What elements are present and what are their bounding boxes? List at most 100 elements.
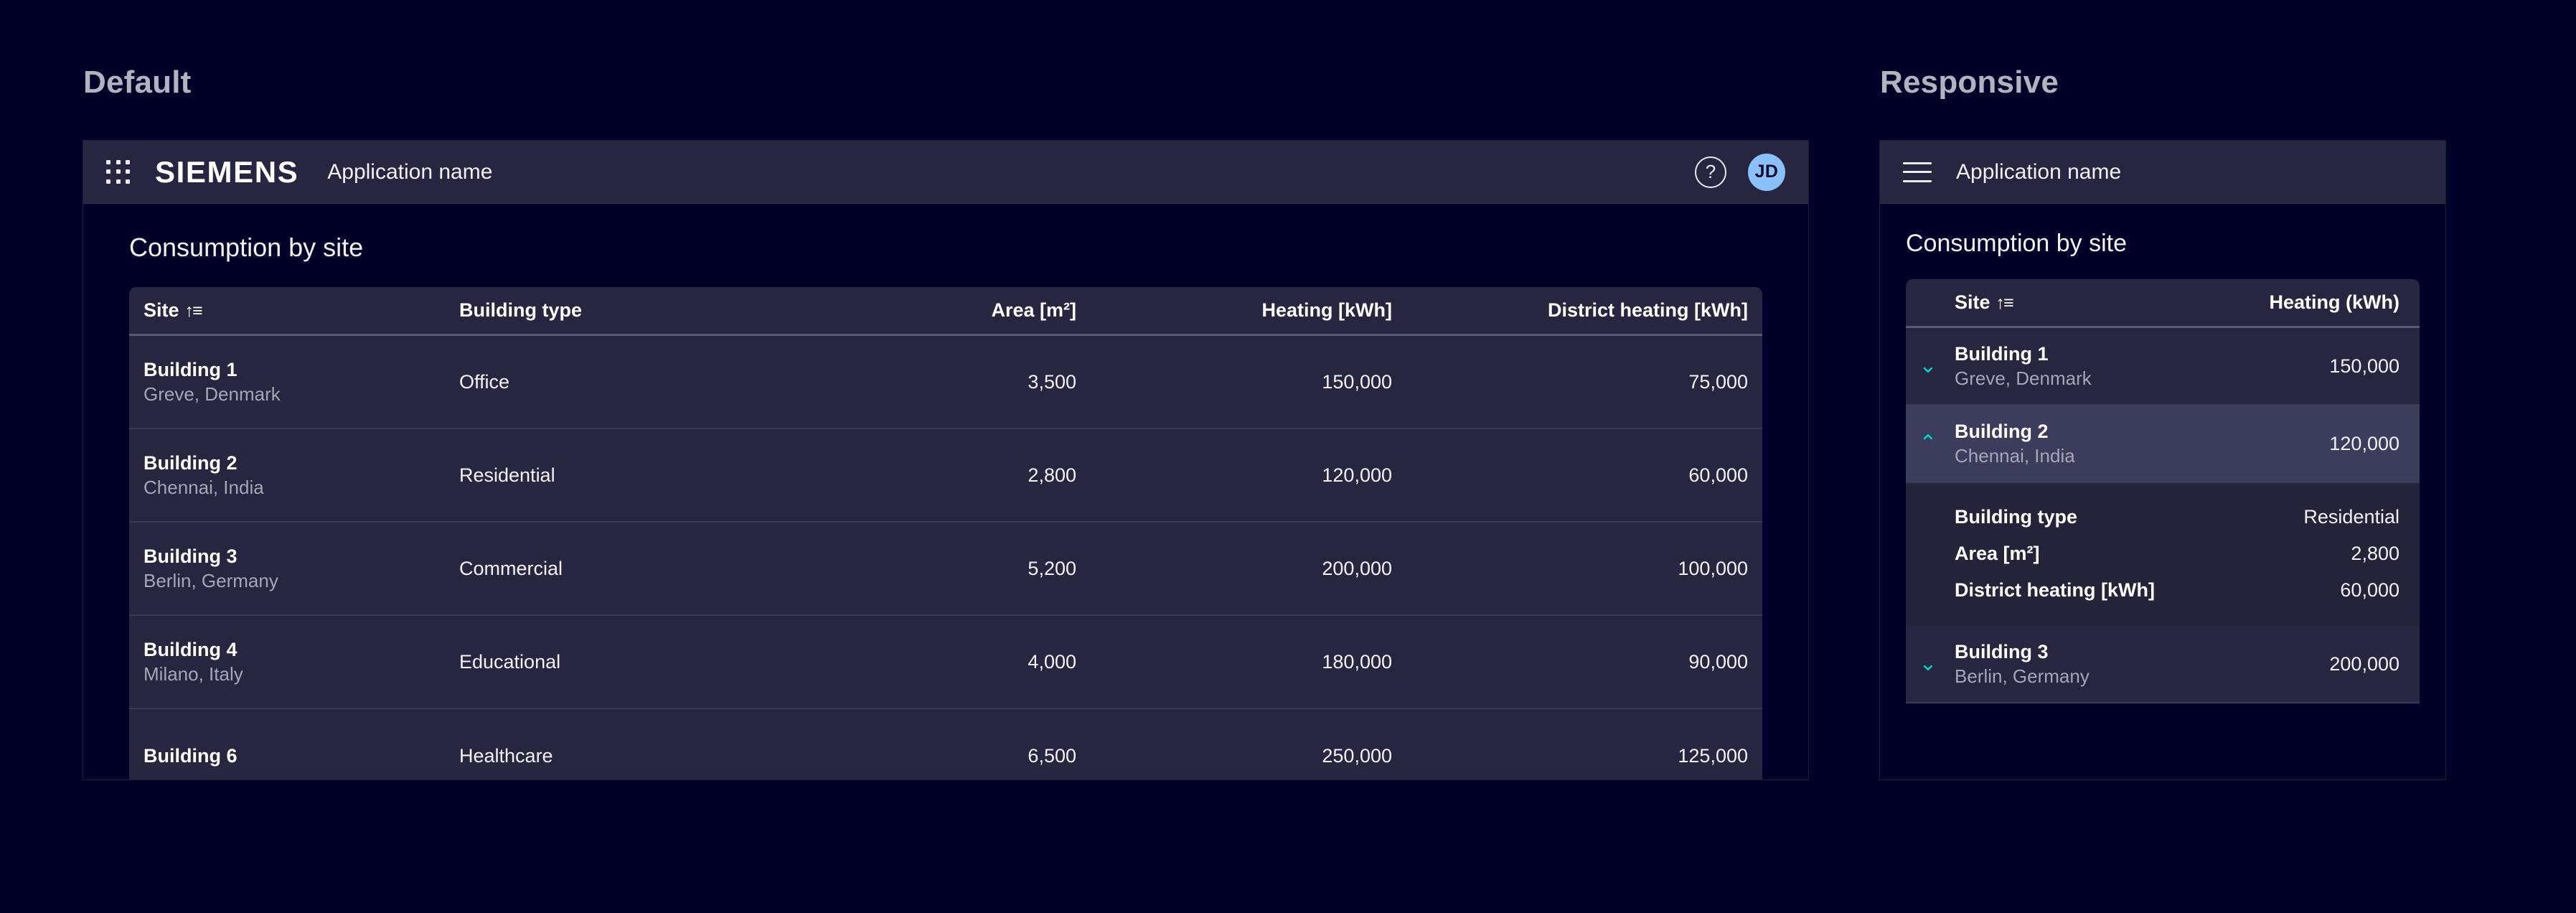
list-item[interactable]: ⌄ Building 1 Greve, Denmark 150,000 (1906, 328, 2420, 406)
cell-district-heating: 100,000 (1678, 557, 1748, 579)
site-location: Milano, Italy (144, 662, 243, 685)
chevron-down-icon[interactable]: ⌄ (1919, 652, 1937, 675)
default-page-body: Consumption by site Site ↑≡ Building type… (83, 204, 1808, 779)
site-name: Building 2 (144, 452, 238, 474)
cell-building-type: Educational (459, 650, 561, 673)
siemens-logo: SIEMENS (155, 154, 299, 189)
table-row[interactable]: Building 3 Berlin, Germany Commercial 5,… (129, 523, 1762, 616)
cell-heating: 120,000 (2329, 432, 2399, 454)
app-header-right: ? JD (1695, 153, 1785, 191)
cell-heating: 200,000 (1322, 557, 1392, 579)
section-caption-responsive: Responsive (1880, 65, 2059, 100)
cell-site: Building 3 Berlin, Germany (129, 544, 445, 593)
cell-site: Building 3 Berlin, Germany (1950, 640, 2211, 688)
site-name: Building 4 (144, 639, 238, 661)
site-name: Building 2 (1955, 421, 2049, 443)
chevron-down-icon[interactable]: ⌄ (1919, 354, 1937, 378)
column-header-area[interactable]: Area [m²] (991, 299, 1076, 321)
consumption-table: Site ↑≡ Building type Area [m²] Heating [… (129, 287, 1762, 779)
cell-building-type: Commercial (459, 557, 563, 579)
grid-apps-icon[interactable] (106, 159, 131, 184)
cell-area: 3,500 (1028, 370, 1076, 393)
page-title: Consumption by site (1906, 230, 2128, 257)
table-row[interactable]: Building 1 Greve, Denmark Office 3,500 1… (129, 336, 1762, 429)
detail-value: 60,000 (2340, 579, 2399, 601)
cell-area: 4,000 (1028, 650, 1076, 673)
table-header-row: Site ↑≡ Building type Area [m²] Heating [… (129, 287, 1762, 336)
list-item-expanded[interactable]: ⌃ Building 2 Chennai, India 120,000 (1906, 406, 2420, 483)
cell-heating: 200,000 (2329, 652, 2399, 675)
site-location: Berlin, Germany (144, 569, 278, 591)
row-detail-panel: Building type Residential Area [m²] 2,80… (1906, 483, 2420, 626)
column-header-site[interactable]: Site ↑≡ (1906, 291, 2211, 314)
detail-row: Building type Residential (1906, 499, 2420, 535)
cell-area: 2,800 (1028, 464, 1076, 486)
app-header-bar: SIEMENS Application name ? JD (83, 141, 1808, 204)
site-location: Greve, Denmark (1955, 367, 2092, 389)
cell-heating: 120,000 (1322, 464, 1392, 486)
cell-site: Building 4 Milano, Italy (129, 637, 445, 686)
site-location: Chennai, India (144, 476, 264, 498)
detail-label: District heating [kWh] (1955, 579, 2156, 601)
site-name: Building 3 (1955, 641, 2049, 663)
column-header-site-label: Site (144, 299, 179, 321)
table-row[interactable]: Building 6 Healthcare 6,500 250,000 125,… (129, 709, 1762, 779)
column-header-heating[interactable]: Heating [kWh] (1261, 299, 1393, 321)
site-location: Berlin, Germany (1955, 665, 2090, 687)
detail-value: 2,800 (2351, 543, 2399, 564)
cell-site: Building 6 (129, 744, 445, 769)
app-header-left: SIEMENS Application name (106, 155, 492, 189)
table-row[interactable]: Building 4 Milano, Italy Educational 4,0… (129, 616, 1762, 709)
cell-building-type: Healthcare (459, 744, 553, 767)
chevron-up-icon[interactable]: ⌃ (1919, 431, 1937, 455)
site-name: Building 1 (1955, 343, 2049, 365)
user-avatar[interactable]: JD (1748, 153, 1785, 191)
cell-building-type: Residential (459, 464, 555, 486)
cell-area: 5,200 (1028, 557, 1076, 579)
cell-site: Building 1 Greve, Denmark (1950, 342, 2211, 390)
detail-label: Area [m²] (1955, 543, 2040, 564)
application-name-label: Application name (1956, 159, 2122, 184)
cell-district-heating: 125,000 (1678, 744, 1748, 767)
cell-heating: 150,000 (2329, 355, 2399, 377)
section-caption-default: Default (83, 65, 192, 100)
cell-heating: 150,000 (1322, 370, 1392, 393)
detail-row: Area [m²] 2,800 (1906, 535, 2420, 572)
help-icon[interactable]: ? (1695, 156, 1726, 188)
detail-label: Building type (1955, 506, 2077, 528)
cell-heating: 180,000 (1322, 650, 1392, 673)
column-header-building-type[interactable]: Building type (459, 299, 582, 321)
sort-ascending-icon: ↑≡ (184, 301, 203, 321)
cell-district-heating: 75,000 (1688, 370, 1748, 393)
consumption-table-responsive: Site ↑≡ Heating (kWh) ⌄ Building 1 Greve,… (1906, 279, 2420, 703)
responsive-app-window: Application name Consumption by site Sit… (1880, 141, 2445, 779)
hamburger-menu-icon[interactable] (1903, 161, 1932, 182)
column-header-site-label: Site (1955, 291, 1990, 313)
page-title: Consumption by site (129, 233, 364, 262)
site-location: Chennai, India (1955, 444, 2075, 467)
column-header-heating[interactable]: Heating (kWh) (2269, 291, 2400, 313)
table-row[interactable]: Building 2 Chennai, India Residential 2,… (129, 429, 1762, 523)
detail-row: District heating [kWh] 60,000 (1906, 572, 2420, 609)
cell-district-heating: 60,000 (1688, 464, 1748, 486)
list-item[interactable]: ⌄ Building 3 Berlin, Germany 200,000 (1906, 626, 2420, 703)
cell-site: Building 2 Chennai, India (1950, 419, 2211, 468)
table-header-row: Site ↑≡ Heating (kWh) (1906, 279, 2420, 328)
cell-site: Building 2 Chennai, India (129, 451, 445, 500)
cell-site: Building 1 Greve, Denmark (129, 357, 445, 406)
default-app-window: SIEMENS Application name ? JD Consumptio… (83, 141, 1808, 779)
column-header-site[interactable]: Site ↑≡ (129, 299, 445, 322)
cell-district-heating: 90,000 (1688, 650, 1748, 673)
application-name-label: Application name (327, 159, 493, 184)
responsive-page-body: Consumption by site Site ↑≡ Heating (kWh)… (1880, 204, 2445, 703)
detail-value: Residential (2303, 506, 2399, 528)
column-header-district-heating[interactable]: District heating [kWh] (1547, 299, 1748, 321)
site-name: Building 3 (144, 546, 238, 568)
site-name: Building 6 (144, 744, 238, 767)
cell-area: 6,500 (1028, 744, 1076, 767)
site-name: Building 1 (144, 359, 238, 381)
cell-building-type: Office (459, 370, 510, 393)
sort-ascending-icon: ↑≡ (1996, 293, 2014, 313)
site-location: Greve, Denmark (144, 383, 281, 405)
